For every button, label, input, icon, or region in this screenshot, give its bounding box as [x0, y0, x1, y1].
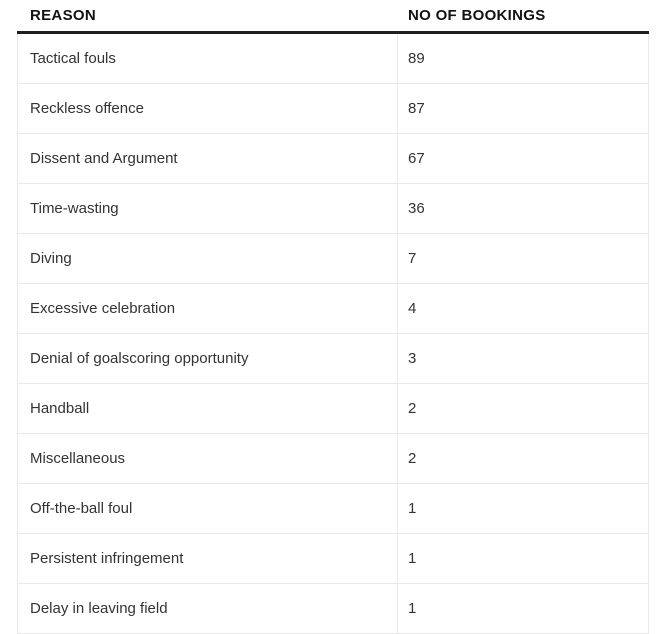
- table-row: Denial of goalscoring opportunity 3: [18, 334, 648, 384]
- reason-cell: Off-the-ball foul: [18, 484, 398, 533]
- reason-cell: Persistent infringement: [18, 534, 398, 583]
- table-row: Dissent and Argument 67: [18, 134, 648, 184]
- bookings-cell: 7: [408, 250, 417, 267]
- bookings-cell: 67: [408, 150, 425, 167]
- bookings-cell: 87: [408, 100, 425, 117]
- reason-cell: Tactical fouls: [18, 34, 398, 83]
- bookings-cell: 3: [408, 350, 417, 367]
- table-row: Miscellaneous 2: [18, 434, 648, 484]
- table-body: Tactical fouls 89 Reckless offence 87 Di…: [17, 34, 649, 634]
- bookings-cell: 1: [408, 550, 417, 567]
- bookings-cell: 1: [408, 500, 417, 517]
- table-row: Reckless offence 87: [18, 84, 648, 134]
- table-row: Excessive celebration 4: [18, 284, 648, 334]
- header-bookings: NO OF BOOKINGS: [408, 7, 546, 24]
- bookings-table: REASON NO OF BOOKINGS Tactical fouls 89 …: [17, 0, 649, 634]
- bookings-cell: 89: [408, 50, 425, 67]
- table-row: Diving 7: [18, 234, 648, 284]
- bookings-cell: 4: [408, 300, 417, 317]
- reason-cell: Denial of goalscoring opportunity: [18, 334, 398, 383]
- table-row: Delay in leaving field 1: [18, 584, 648, 634]
- bookings-cell: 1: [408, 600, 417, 617]
- bookings-cell: 2: [408, 400, 417, 417]
- reason-cell: Reckless offence: [18, 84, 398, 133]
- table-row: Persistent infringement 1: [18, 534, 648, 584]
- bookings-cell: 36: [408, 200, 425, 217]
- reason-cell: Dissent and Argument: [18, 134, 398, 183]
- bookings-cell: 2: [408, 450, 417, 467]
- table-row: Time-wasting 36: [18, 184, 648, 234]
- reason-cell: Excessive celebration: [18, 284, 398, 333]
- reason-cell: Miscellaneous: [18, 434, 398, 483]
- reason-cell: Handball: [18, 384, 398, 433]
- reason-cell: Diving: [18, 234, 398, 283]
- table-row: Handball 2: [18, 384, 648, 434]
- header-reason: REASON: [30, 7, 96, 24]
- table-row: Tactical fouls 89: [18, 34, 648, 84]
- reason-cell: Time-wasting: [18, 184, 398, 233]
- table-row: Off-the-ball foul 1: [18, 484, 648, 534]
- reason-cell: Delay in leaving field: [18, 584, 398, 633]
- table-header-row: REASON NO OF BOOKINGS: [17, 0, 649, 34]
